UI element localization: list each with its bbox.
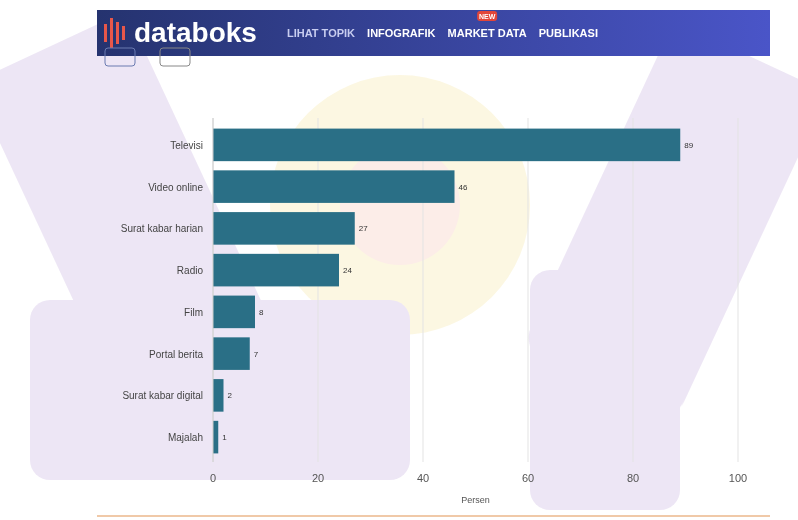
- bar: [213, 212, 355, 245]
- category-label: Radio: [177, 265, 204, 276]
- deco-shape: [530, 270, 680, 510]
- badge: NEW: [479, 13, 496, 20]
- data-label: 46: [459, 183, 468, 192]
- logo[interactable]: databoks: [134, 17, 257, 48]
- bar: [213, 296, 255, 329]
- grid-line: [423, 118, 424, 462]
- header-bar: [97, 10, 770, 56]
- footer-line: [97, 515, 770, 517]
- tick-label: 0: [210, 472, 216, 484]
- bar: [213, 170, 455, 203]
- nav-item[interactable]: INFOGRAFIK: [367, 27, 435, 39]
- axis-title: Persen: [461, 495, 490, 505]
- data-label: 2: [228, 391, 233, 400]
- bar: [213, 337, 250, 370]
- tick-label: 40: [417, 472, 429, 484]
- tick-label: 80: [627, 472, 639, 484]
- data-label: 8: [259, 308, 264, 317]
- deco-circle: [340, 145, 460, 265]
- category-label: Televisi: [170, 140, 203, 151]
- bar: [213, 254, 339, 287]
- nav-item[interactable]: PUBLIKASI: [539, 27, 598, 39]
- data-label: 7: [254, 350, 259, 359]
- badge-bg: [477, 11, 497, 21]
- logo-bar: [104, 24, 107, 42]
- data-label: 24: [343, 266, 352, 275]
- grid-line: [318, 118, 319, 462]
- logo-bar: [116, 22, 119, 44]
- deco-circle: [270, 75, 530, 335]
- axis-line: [213, 118, 214, 462]
- bar: [213, 129, 680, 162]
- nav-item[interactable]: LIHAT TOPIK: [287, 27, 355, 39]
- data-label: 1: [222, 433, 227, 442]
- data-label: 27: [359, 224, 368, 233]
- toggle[interactable]: [105, 48, 135, 66]
- category-label: Surat kabar digital: [122, 390, 203, 401]
- data-label: 89: [684, 141, 693, 150]
- bar: [213, 421, 218, 454]
- category-label: Surat kabar harian: [121, 223, 203, 234]
- toggle[interactable]: [160, 48, 190, 66]
- grid-line: [633, 118, 634, 462]
- logo-bar: [122, 26, 125, 40]
- bars: [213, 129, 680, 454]
- logo-bar: [110, 18, 113, 48]
- decoration: [0, 11, 798, 510]
- tick-label: 20: [312, 472, 324, 484]
- grid-line: [528, 118, 529, 462]
- grid: [213, 118, 738, 462]
- tick-label: 100: [729, 472, 747, 484]
- category-label: Film: [184, 307, 203, 318]
- bar: [213, 379, 224, 412]
- nav-item[interactable]: MARKET DATA: [448, 27, 527, 39]
- category-label: Video online: [148, 182, 203, 193]
- category-label: Majalah: [168, 432, 203, 443]
- category-label: Portal berita: [149, 349, 203, 360]
- grid-line: [738, 118, 739, 462]
- tick-label: 60: [522, 472, 534, 484]
- logo-icon: [104, 18, 125, 48]
- grid-line: [213, 118, 214, 462]
